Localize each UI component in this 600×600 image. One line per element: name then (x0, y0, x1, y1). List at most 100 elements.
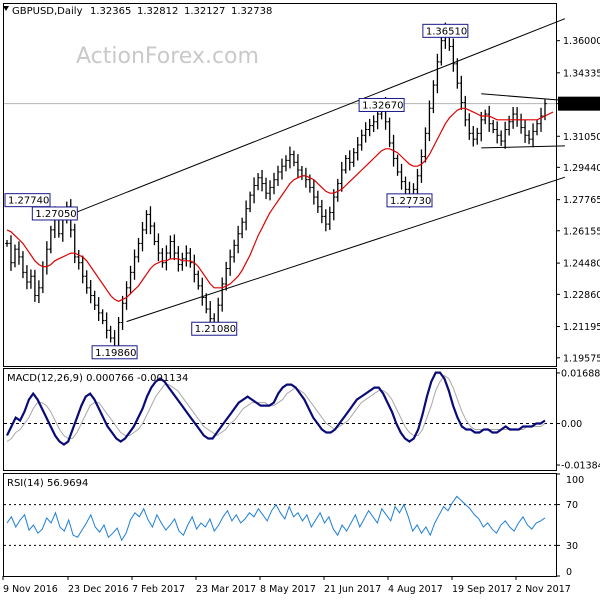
macd-line (6, 371, 546, 446)
price-bar (92, 290, 97, 310)
price-bar (132, 249, 137, 280)
price-bar (427, 100, 432, 142)
price-bar (120, 295, 125, 330)
price-bar (320, 199, 324, 224)
symbol-label: GBPUSD,Daily (12, 6, 83, 17)
price-bar (84, 270, 89, 294)
price-bar (387, 117, 392, 148)
price-bar (136, 237, 141, 263)
price-bar (264, 177, 268, 200)
price-bar (200, 277, 205, 306)
trendline (481, 145, 565, 149)
price-plot: 1.27740 1.27050 1.19860 1.21080 1.32670 1.277… (4, 18, 566, 360)
date-axis-label: 9 Nov 2016 (3, 584, 58, 595)
price-bar (479, 111, 484, 142)
price-bar (88, 280, 93, 304)
svg-text:1.21080: 1.21080 (195, 324, 236, 335)
price-bar (495, 121, 499, 144)
price-bar (312, 179, 316, 205)
price-bar (248, 191, 252, 213)
price-bar (531, 123, 535, 148)
ohlc-open: 1.32365 (90, 6, 131, 17)
price-bar (292, 150, 296, 167)
macd-axis-label: 0.016886 (561, 368, 600, 379)
price-bar (300, 166, 304, 180)
date-axis-label: 23 Mar 2017 (196, 584, 256, 595)
macd-plot (4, 371, 556, 446)
price-bar (260, 169, 264, 192)
macd-axis-label: 0.00 (561, 419, 582, 430)
price-bar (128, 265, 133, 295)
price-bar (280, 158, 284, 180)
price-axis-label: 1.26155 (563, 226, 600, 237)
price-bar (503, 121, 507, 149)
price-bar (25, 265, 29, 290)
collapse-triangle-icon (3, 6, 9, 11)
price-bar (168, 235, 173, 260)
rsi-axis-label: 100 (566, 475, 584, 486)
price-bar (33, 269, 37, 302)
price-bar (347, 150, 352, 171)
rsi-axis-label: 70 (566, 500, 578, 511)
rsi-axis-label: 0 (566, 567, 572, 578)
price-bar (499, 130, 503, 146)
price-bar (9, 235, 13, 271)
svg-text:1.32670: 1.32670 (362, 100, 403, 111)
price-bar (37, 280, 41, 304)
price-bar (519, 113, 523, 134)
price-bar (140, 221, 145, 252)
price-bar (288, 146, 292, 169)
price-bar (355, 137, 360, 161)
price-bar (419, 149, 424, 183)
price-bar (527, 130, 531, 145)
trendline (126, 176, 566, 323)
price-bar (324, 209, 328, 232)
price-bar (367, 118, 372, 137)
price-bar (160, 248, 165, 268)
date-axis-label: 21 Jun 2017 (324, 584, 381, 595)
price-bar (435, 53, 440, 94)
price-bar (515, 107, 519, 127)
date-axis-label: 7 Feb 2017 (132, 584, 185, 595)
ohlc-high: 1.32812 (137, 6, 178, 17)
price-bar (523, 119, 527, 143)
rsi-line (6, 495, 546, 542)
svg-text:1.19860: 1.19860 (95, 348, 136, 359)
trendline (481, 93, 565, 102)
price-bar (152, 222, 157, 246)
price-bar (256, 173, 260, 191)
ohlc-low: 1.32127 (184, 6, 225, 17)
price-bar (459, 75, 464, 110)
price-axis-label: 1.32738 (563, 99, 600, 110)
price-bar (507, 115, 511, 136)
price-annotation: 1.27050 (31, 206, 78, 221)
price-bar (467, 113, 472, 140)
svg-text:1.27730: 1.27730 (390, 196, 431, 207)
price-bar (511, 106, 515, 129)
price-bar (423, 127, 428, 163)
price-bar (49, 225, 53, 254)
price-bar (483, 109, 488, 125)
price-axis-label: 1.29440 (563, 163, 600, 174)
price-axis-label: 1.31050 (563, 132, 600, 143)
date-axis-label: 8 May 2017 (260, 584, 316, 595)
price-bar (5, 240, 9, 247)
price-bar (232, 239, 236, 263)
price-annotation: 1.27730 (386, 193, 433, 208)
price-bar (304, 167, 308, 188)
price-bar (363, 122, 368, 143)
price-bar (184, 245, 189, 267)
price-bar (451, 38, 456, 72)
price-bar (316, 190, 320, 214)
price-annotation: 1.32670 (358, 97, 405, 112)
price-annotation: 1.36510 (422, 23, 469, 38)
date-axis-label: 2 Nov 2017 (516, 584, 571, 595)
price-annotation: 1.19860 (91, 345, 138, 360)
price-bar (196, 270, 201, 290)
price-axis-label: 1.22860 (563, 290, 600, 301)
watermark: ActionForex.com (76, 44, 259, 69)
price-bar (439, 37, 444, 66)
price-bar (45, 241, 49, 275)
price-axis-label: 1.27765 (563, 195, 600, 206)
